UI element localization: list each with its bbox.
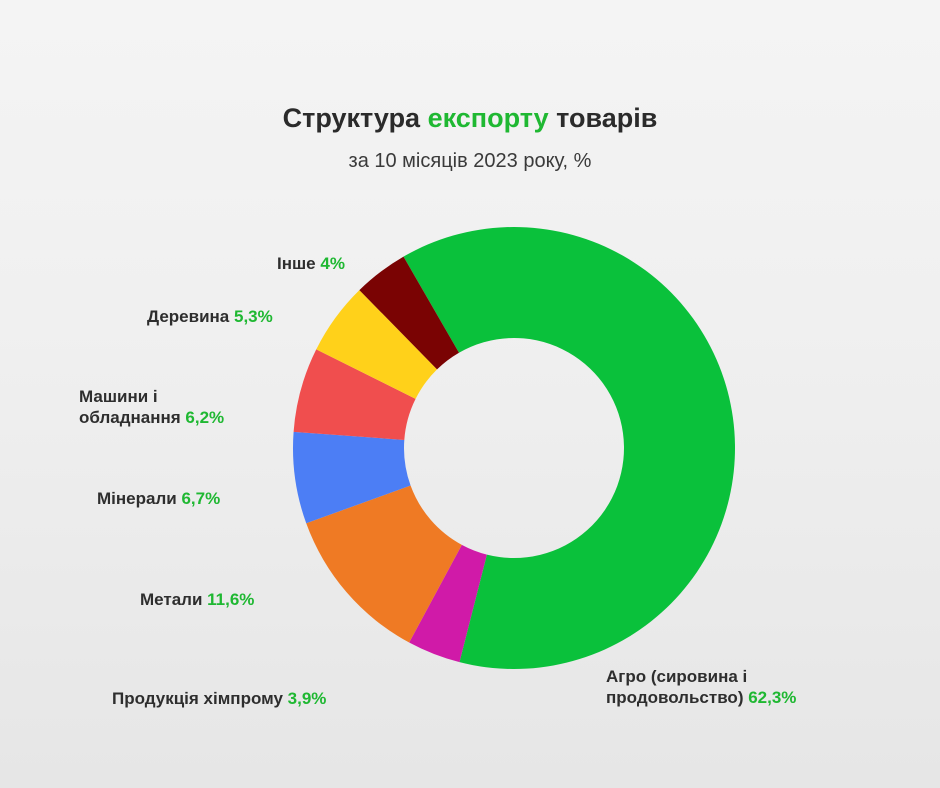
slice-label-agro: Агро (сировина і продовольство) 62,3% xyxy=(606,667,797,707)
slice-label-metals: Метали 11,6% xyxy=(140,590,255,609)
donut-slice-6 xyxy=(359,256,459,370)
slice-label-machines: Машини і обладнання 6,2% xyxy=(79,387,225,427)
donut-slice-3 xyxy=(293,431,411,524)
donut-slice-0 xyxy=(403,227,735,669)
donut-slice-1 xyxy=(409,544,487,663)
donut-slice-4 xyxy=(293,349,416,440)
slice-label-other: Інше 4% xyxy=(277,254,345,273)
title-accent: експорту xyxy=(427,103,549,133)
chart-subtitle: за 10 місяців 2023 року, % xyxy=(348,150,592,172)
donut-slice-2 xyxy=(306,485,462,643)
slice-label-chem: Продукція хімпрому 3,9% xyxy=(112,689,327,708)
slice-label-minerals: Мінерали 6,7% xyxy=(97,489,221,508)
chart-title: Структура експорту товарів xyxy=(282,103,658,133)
slice-label-wood: Деревина 5,3% xyxy=(147,307,273,326)
donut-slice-5 xyxy=(316,290,438,399)
